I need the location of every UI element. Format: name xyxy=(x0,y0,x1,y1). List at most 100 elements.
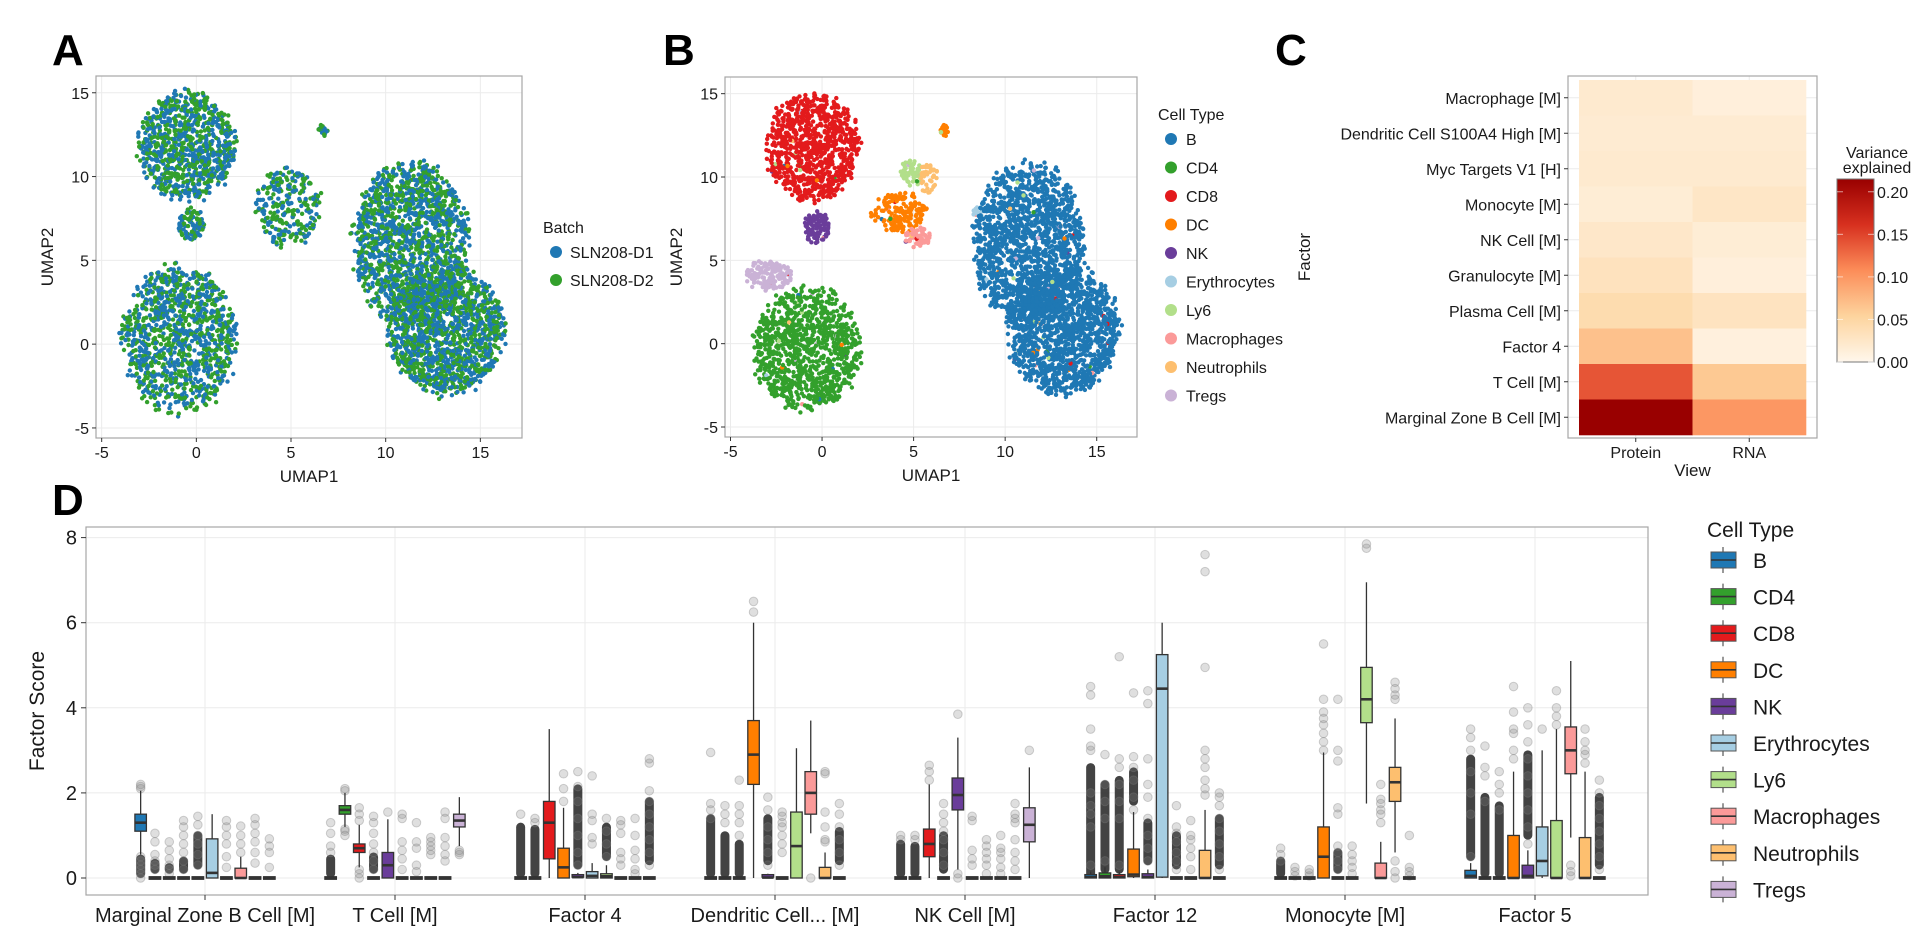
data-point xyxy=(377,254,382,259)
data-point xyxy=(383,284,388,289)
data-point xyxy=(488,296,493,301)
data-point xyxy=(435,212,441,217)
data-point xyxy=(152,125,157,130)
data-point xyxy=(197,178,202,183)
data-point xyxy=(226,162,231,167)
data-point xyxy=(363,257,368,262)
data-point xyxy=(180,175,185,180)
data-point xyxy=(214,298,219,303)
data-point xyxy=(403,323,408,328)
data-point xyxy=(499,320,504,326)
data-point xyxy=(416,231,421,236)
data-point xyxy=(428,331,433,336)
data-point xyxy=(483,323,488,328)
data-point xyxy=(137,353,142,358)
data-point xyxy=(126,315,132,321)
data-point xyxy=(415,297,421,302)
data-point xyxy=(380,217,385,222)
data-point xyxy=(471,284,476,290)
data-point xyxy=(143,274,148,280)
data-point xyxy=(125,373,130,378)
data-point xyxy=(499,336,504,341)
data-point xyxy=(149,307,154,312)
data-point xyxy=(131,332,136,338)
data-point xyxy=(467,272,472,277)
data-point xyxy=(453,208,458,213)
data-point xyxy=(205,384,210,389)
data-point xyxy=(271,204,276,209)
data-point xyxy=(210,138,215,144)
data-point xyxy=(392,230,397,236)
data-point xyxy=(393,326,399,332)
data-point xyxy=(176,104,181,109)
data-point xyxy=(412,212,417,217)
data-point xyxy=(267,185,272,190)
data-point xyxy=(181,285,187,290)
data-point xyxy=(176,335,181,340)
data-point xyxy=(424,335,430,340)
data-point xyxy=(204,347,209,352)
data-point xyxy=(281,237,287,243)
data-point xyxy=(453,374,458,379)
data-point xyxy=(158,388,164,394)
data-point xyxy=(445,311,450,317)
data-point xyxy=(455,271,461,277)
data-point xyxy=(232,148,238,153)
data-point xyxy=(411,298,417,303)
data-point xyxy=(363,235,369,241)
data-point xyxy=(386,182,391,187)
data-point xyxy=(195,362,200,368)
data-point xyxy=(451,360,456,366)
data-point xyxy=(435,164,441,169)
data-point xyxy=(201,198,207,203)
data-point xyxy=(148,144,153,149)
data-point xyxy=(501,316,506,321)
data-point xyxy=(429,253,434,258)
data-point xyxy=(416,361,421,366)
data-point xyxy=(419,264,425,269)
data-point xyxy=(416,219,421,225)
data-point xyxy=(463,341,468,347)
data-point xyxy=(448,258,453,264)
data-point xyxy=(356,258,361,264)
data-point xyxy=(162,262,167,267)
data-point xyxy=(462,320,467,325)
data-point xyxy=(375,222,380,227)
data-point xyxy=(202,128,207,133)
data-point xyxy=(438,280,444,285)
data-point xyxy=(488,363,493,368)
data-point xyxy=(163,175,168,181)
data-point xyxy=(265,173,270,178)
data-point xyxy=(421,170,426,175)
data-point xyxy=(390,170,395,175)
data-point xyxy=(410,194,415,199)
data-point xyxy=(170,317,176,322)
data-point xyxy=(227,306,232,312)
data-point xyxy=(286,195,292,200)
data-point xyxy=(204,289,210,295)
data-point xyxy=(187,276,193,281)
data-point xyxy=(384,252,390,257)
data-point xyxy=(388,292,394,297)
data-point xyxy=(419,244,425,249)
data-point xyxy=(197,164,203,169)
data-point xyxy=(151,185,156,190)
data-point xyxy=(136,385,142,390)
data-point xyxy=(150,384,156,389)
data-point xyxy=(175,270,180,275)
data-point xyxy=(161,308,166,313)
data-point xyxy=(166,317,172,322)
data-point xyxy=(214,328,220,334)
data-point xyxy=(275,209,280,214)
data-point xyxy=(436,396,442,402)
data-point xyxy=(451,189,456,194)
data-point xyxy=(175,320,180,326)
data-point xyxy=(186,167,192,172)
panel-letter-b: B xyxy=(663,26,695,75)
data-point xyxy=(362,244,367,249)
data-point xyxy=(214,157,219,162)
data-point xyxy=(125,331,131,337)
data-point xyxy=(290,189,295,194)
data-point xyxy=(435,391,440,396)
